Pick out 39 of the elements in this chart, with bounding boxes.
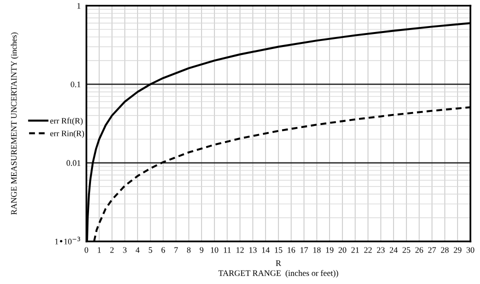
x-tick-label: 29	[454, 247, 462, 253]
y-tick-label: 1	[77, 3, 80, 9]
x-tick-label: 8	[187, 247, 191, 253]
x-tick-label: 2	[110, 247, 114, 253]
x-tick-label: 11	[224, 247, 231, 253]
x-tick-label: 13	[249, 247, 257, 253]
x-tick-label: 6	[161, 247, 166, 253]
x-tick-label: 4	[136, 247, 140, 253]
y-tick-label: 0.01	[66, 160, 80, 166]
x-tick-label: 7	[174, 247, 178, 253]
x-tick-label: 28	[441, 247, 449, 253]
x-tick-label: 20	[338, 247, 346, 253]
x-tick-label: 18	[313, 247, 321, 253]
x-tick-label: 26	[415, 247, 424, 253]
y-tick-label: 0.1	[70, 82, 80, 88]
x-axis-title: R TARGET RANGE (inches or feet))	[218, 260, 338, 278]
x-tick-label: 9	[200, 247, 204, 253]
x-tick-label: 25	[402, 247, 410, 253]
x-tick-label: 10	[210, 247, 218, 253]
y-axis-title: RANGE MEASUREMENT UNCERTAINTY (inches)	[10, 32, 18, 215]
x-tick-label: 21	[351, 247, 359, 253]
x-tick-label: 22	[364, 247, 372, 253]
x-tick-label: 30	[466, 247, 474, 253]
legend-label: err Rft(R)	[50, 118, 83, 126]
x-tick-label: 19	[326, 247, 334, 253]
x-tick-label: 23	[377, 247, 385, 253]
x-tick-label: 1	[98, 247, 101, 253]
x-tick-label: 16	[288, 247, 296, 253]
x-tick-label: 24	[390, 247, 398, 253]
legend-label: err Rin(R)	[50, 130, 84, 138]
x-tick-label: 27	[428, 247, 436, 253]
x-tick-label: 3	[123, 247, 127, 253]
x-tick-label: 12	[236, 247, 244, 253]
y-tick-label: 1•10$^{−3}$	[55, 236, 80, 244]
x-tick-label: 5	[148, 247, 152, 253]
x-tick-label: 15	[274, 247, 282, 253]
x-tick-label: 14	[262, 247, 270, 253]
x-tick-label: 0	[84, 247, 88, 253]
x-tick-label: 17	[300, 247, 308, 253]
